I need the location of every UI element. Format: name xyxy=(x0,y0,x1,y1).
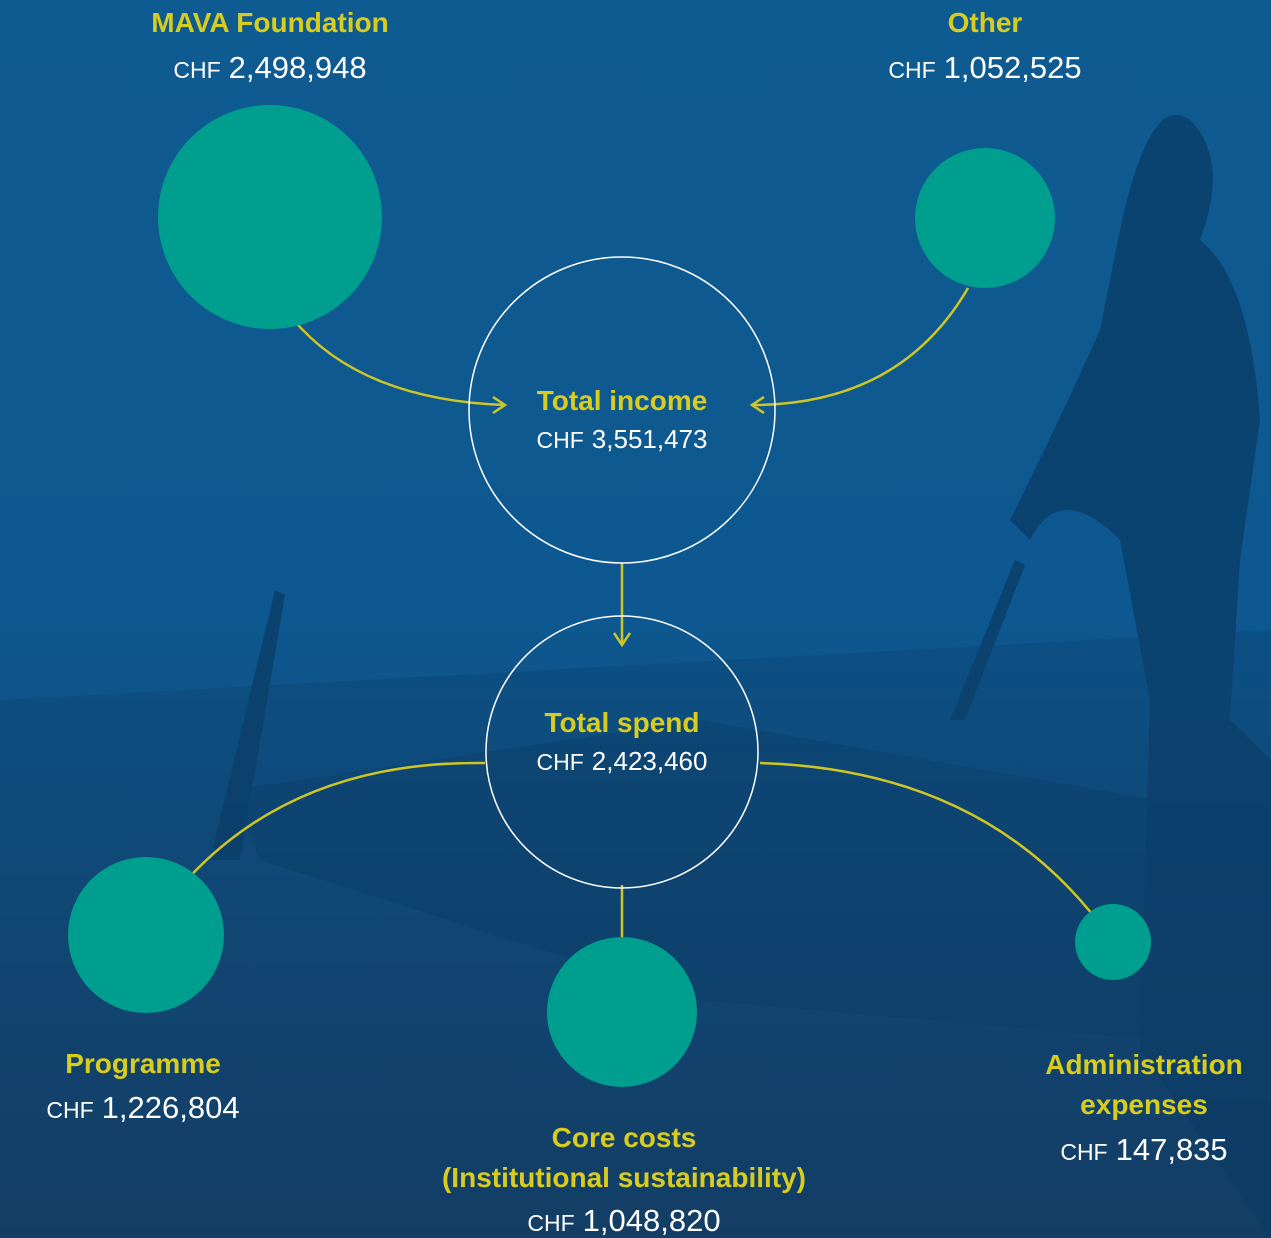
currency: CHF xyxy=(46,1097,93,1123)
infographic: MAVA Foundation CHF 2,498,948 Other CHF 1,052… xyxy=(0,0,1271,1238)
node-label: (Institutional sustainability) xyxy=(442,1162,806,1193)
currency: CHF xyxy=(1060,1139,1107,1165)
node-circle xyxy=(915,148,1055,288)
amount: 1,048,820 xyxy=(583,1203,721,1238)
node-label: Programme xyxy=(65,1048,221,1079)
amount: 3,551,473 xyxy=(592,424,708,454)
node-value: CHF 3,551,473 xyxy=(537,424,708,454)
currency: CHF xyxy=(537,427,584,453)
node-circle xyxy=(1075,904,1151,980)
node-label: MAVA Foundation xyxy=(151,7,388,38)
amount: 1,052,525 xyxy=(944,50,1082,85)
node-value: CHF 2,423,460 xyxy=(537,746,708,776)
currency: CHF xyxy=(527,1210,574,1236)
currency: CHF xyxy=(173,57,220,83)
node-label: Other xyxy=(948,7,1023,38)
node-circle xyxy=(547,937,697,1087)
node-label: Administration xyxy=(1045,1049,1243,1080)
currency: CHF xyxy=(537,749,584,775)
node-circle xyxy=(68,857,224,1013)
amount: 147,835 xyxy=(1116,1132,1228,1167)
amount: 2,423,460 xyxy=(592,746,708,776)
amount: 1,226,804 xyxy=(102,1090,240,1125)
currency: CHF xyxy=(888,57,935,83)
node-label: expenses xyxy=(1080,1089,1208,1120)
amount: 2,498,948 xyxy=(229,50,367,85)
node-circle xyxy=(158,105,382,329)
node-label: Total spend xyxy=(544,707,699,738)
node-label: Core costs xyxy=(552,1122,697,1153)
node-label: Total income xyxy=(537,385,708,416)
